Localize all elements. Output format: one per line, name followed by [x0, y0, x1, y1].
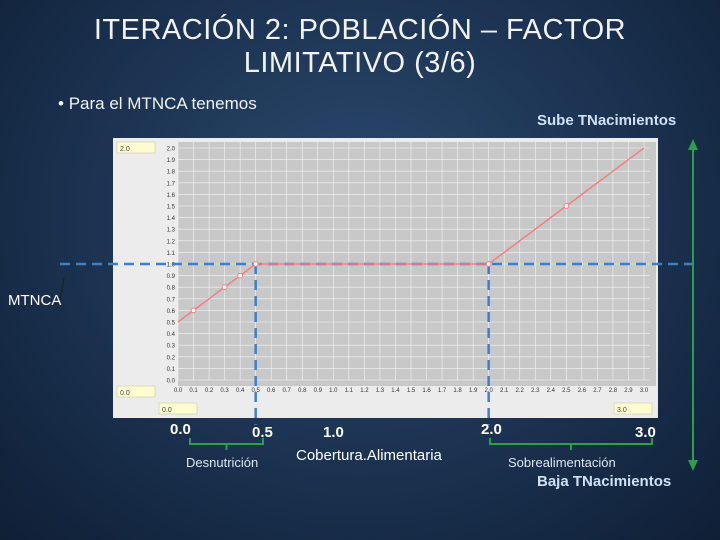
x-tick-label: 2.8 [609, 388, 618, 394]
y-tick-label: 1.8 [167, 170, 176, 176]
arrow-up-head [688, 139, 698, 150]
x-tick-label: 0.3 [220, 388, 229, 394]
y-tick-label: 1.0 [167, 263, 176, 269]
y-tick-label: 0.6 [167, 309, 176, 315]
x-tick-label: 1.6 [422, 388, 431, 394]
x-min-text: 0.0 [162, 407, 172, 414]
series-segment [177, 309, 194, 323]
y-min-text: 0.0 [120, 390, 130, 397]
bullet-text: • Para el MTNCA tenemos [58, 94, 257, 113]
x-tick-label: 1.7 [438, 388, 447, 394]
x-tick-label: 3.0 [640, 388, 649, 394]
y-tick-label: 1.7 [167, 181, 176, 187]
x-max-box [613, 402, 653, 415]
x-tick-label: 0.8 [298, 388, 307, 394]
x-tick-label: 1.2 [360, 388, 369, 394]
desnutricion-label: Desnutrición [186, 455, 259, 470]
x-tick-label: 2.4 [547, 388, 556, 394]
sobrealimentacion-bracket [489, 438, 653, 445]
x-max-text: 3.0 [617, 407, 627, 414]
y-min-box [116, 385, 156, 398]
x-tick-label: 0.4 [236, 388, 245, 394]
y-tick-label: 0.3 [167, 344, 176, 350]
annotation-x-0-5: 0.5 [252, 424, 273, 441]
series-marker [563, 203, 570, 209]
annotation-x-1-0: 1.0 [323, 424, 344, 441]
x-tick-label: 1.9 [469, 388, 478, 394]
series-marker [221, 284, 228, 291]
y-tick-label: 1.2 [167, 239, 176, 245]
y-tick-label: 1.1 [167, 251, 176, 257]
annotation-x-3-0: 3.0 [635, 424, 656, 441]
series-segment [565, 147, 645, 207]
series-marker [252, 261, 259, 267]
sube-tnacimientos-label: Sube TNacimientos [537, 112, 677, 129]
x-tick-label: 2.3 [531, 388, 540, 394]
series-segment [224, 274, 241, 288]
series-segment [239, 263, 257, 277]
x-tick-label: 0.6 [267, 388, 276, 394]
x-tick-label: 2.5 [562, 388, 571, 394]
x-tick-label: 2.1 [500, 388, 509, 394]
x-tick-label: 0.5 [251, 388, 260, 394]
x-tick-label: 0.7 [283, 388, 292, 394]
x-tick-label: 1.8 [453, 388, 462, 394]
x-tick-label: 2.2 [516, 388, 525, 394]
mtnca-label: MTNCA [8, 292, 62, 309]
x-tick-label: 2.7 [593, 388, 602, 394]
y-max-box [116, 141, 156, 154]
baja-tnacimientos-label: Baja TNacimientos [537, 473, 672, 490]
y-tick-label: 0.0 [167, 379, 176, 385]
x-tick-label: 0.9 [314, 388, 323, 394]
y-tick-label: 0.4 [167, 332, 176, 338]
x-tick-label: 0.1 [189, 388, 198, 394]
y-tick-label: 0.5 [167, 321, 176, 327]
x-tick-label: 1.5 [407, 388, 416, 394]
y-max-text: 2.0 [120, 146, 130, 153]
x-tick-label: 1.3 [376, 388, 385, 394]
y-tick-label: 1.9 [167, 158, 176, 164]
y-tick-label: 0.1 [167, 367, 176, 373]
y-tick-label: 0.9 [167, 274, 176, 280]
y-tick-label: 1.6 [167, 193, 176, 199]
arrow-down-head [688, 460, 698, 471]
x-tick-label: 2.9 [624, 388, 633, 394]
y-tick-label: 2.0 [167, 147, 176, 153]
series-segment [193, 298, 210, 312]
series-segment [208, 286, 226, 300]
y-tick-label: 1.5 [167, 205, 176, 211]
cobertura-alimentaria-label: Cobertura.Alimentaria [296, 447, 442, 464]
bullet-label: Para el MTNCA tenemos [68, 94, 257, 113]
x-tick-label: 1.0 [329, 388, 338, 394]
x-tick-label: 2.0 [484, 388, 493, 394]
sobrealimentacion-label: Sobrealimentación [508, 455, 616, 470]
annotation-x-0-0: 0.0 [170, 421, 191, 438]
x-min-box [158, 402, 198, 415]
series-marker [237, 272, 244, 279]
x-tick-label: 0.0 [174, 388, 183, 394]
annotation-x-2-0: 2.0 [481, 421, 502, 438]
y-tick-label: 1.4 [167, 216, 176, 222]
slide-title: ITERACIÓN 2: POBLACIÓN – FACTOR LIMITATI… [93, 14, 627, 79]
y-tick-label: 0.2 [167, 355, 176, 361]
mtnca-pointer [59, 277, 65, 301]
x-tick-label: 0.2 [205, 388, 214, 394]
series-marker [190, 307, 197, 314]
x-tick-label: 1.4 [391, 388, 400, 394]
series-marker [485, 261, 492, 267]
series-segment [488, 205, 567, 265]
y-tick-label: 0.7 [167, 297, 176, 303]
x-tick-label: 1.1 [345, 388, 354, 394]
x-tick-label: 2.6 [578, 388, 587, 394]
y-tick-label: 0.8 [167, 286, 176, 292]
y-tick-label: 1.3 [167, 228, 176, 234]
